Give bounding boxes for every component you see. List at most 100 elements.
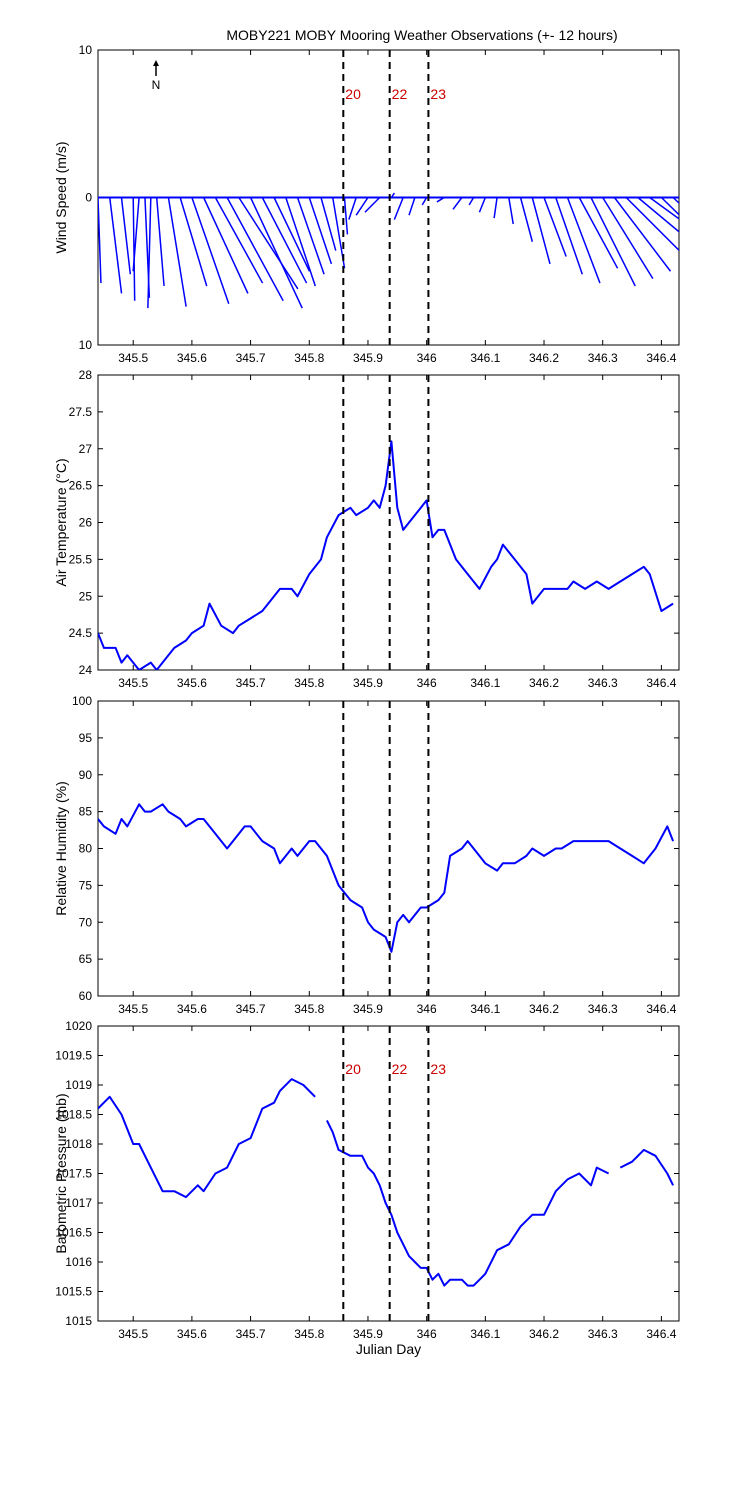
x-tick-label: 346.2 (529, 1327, 559, 1341)
figure-title: MOBY221 MOBY Mooring Weather Observation… (226, 27, 617, 43)
y-tick-label: 80 (79, 842, 93, 856)
wind-vector (249, 197, 303, 309)
y-tick-label: 25 (79, 589, 93, 603)
x-tick-label: 345.8 (294, 1327, 324, 1341)
wind-vector (147, 197, 152, 309)
x-tick-label: 346.2 (529, 351, 559, 365)
wind-vector (155, 197, 165, 287)
wind-vector (566, 197, 601, 284)
y-tick-label: 70 (79, 915, 93, 929)
wind-vector (578, 197, 619, 269)
y-tick-label: 1018.5 (55, 1108, 92, 1122)
plot-area (98, 440, 674, 670)
wind-vector (108, 197, 123, 294)
panel-1: 345.5 345.6 345.7 345.8 345.9 346 346.1 346.2 34… (53, 43, 680, 365)
y-tick-label: 60 (79, 989, 93, 1003)
panel-2: 345.5 345.6 345.7 345.8 345.9 346 346.1 346.2 34… (53, 368, 680, 690)
x-tick-label: 346.1 (470, 676, 500, 690)
y-tick-label: 75 (79, 878, 93, 892)
y-tick-label: 1017 (65, 1196, 92, 1210)
wind-vector (649, 196, 679, 220)
y-tick-label: 1019 (65, 1078, 92, 1092)
x-tick-label: 345.9 (353, 1002, 383, 1016)
x-tick-label: 345.7 (236, 1002, 266, 1016)
axes-frame (97, 1025, 680, 1322)
wind-vector (355, 197, 369, 216)
event-label: 22 (392, 1061, 408, 1077)
x-tick-label: 345.5 (118, 351, 148, 365)
wind-vector (296, 197, 325, 275)
x-tick-label: 346 (417, 1002, 437, 1016)
y-tick-label: 1015.5 (55, 1285, 92, 1299)
y-axis-label: Relative Humidity (%) (53, 781, 69, 916)
y-tick-label: 27.5 (69, 405, 93, 419)
y-tick-label: 1017.5 (55, 1167, 92, 1181)
x-tick-label: 346.4 (646, 351, 676, 365)
wind-vector (519, 197, 534, 242)
wind-vector (179, 197, 208, 287)
plot-area (98, 1078, 674, 1287)
x-tick-label: 345.7 (236, 676, 266, 690)
x-tick-label: 346.4 (646, 1002, 676, 1016)
north-arrow-icon (153, 60, 159, 66)
y-tick-label: 27 (79, 442, 93, 456)
axes-frame (97, 374, 680, 671)
x-tick-label: 345.8 (294, 351, 324, 365)
y-tick-label: 28 (79, 368, 93, 382)
wind-vector (421, 197, 428, 206)
y-tick-label: 1016 (65, 1255, 92, 1269)
wind-vector (672, 196, 679, 205)
event-label: 23 (430, 86, 446, 102)
wind-vector (508, 197, 514, 225)
x-tick-label: 345.8 (294, 1002, 324, 1016)
wind-vector (625, 196, 679, 252)
event-label: 22 (392, 86, 408, 102)
x-tick-label: 345.6 (177, 1327, 207, 1341)
x-tick-label: 345.7 (236, 1327, 266, 1341)
x-tick-label: 346.3 (588, 351, 618, 365)
series-line (98, 1078, 316, 1199)
series-line (98, 803, 675, 953)
y-tick-label: 1015 (65, 1314, 92, 1328)
x-tick-label: 345.9 (353, 676, 383, 690)
x-tick-label: 345.6 (177, 1002, 207, 1016)
wind-vector (273, 197, 311, 272)
wind-vector (393, 197, 404, 220)
wind-vector (120, 197, 132, 275)
y-tick-label: 1019.5 (55, 1049, 92, 1063)
x-tick-label: 345.6 (177, 676, 207, 690)
wind-vector (543, 197, 567, 257)
wind-vector (214, 197, 264, 284)
y-tick-label: 25.5 (69, 552, 93, 566)
wind-vector (167, 197, 187, 307)
x-tick-label: 345.9 (353, 1327, 383, 1341)
x-tick-label: 346 (417, 351, 437, 365)
wind-vector (493, 197, 498, 219)
event-label: 20 (345, 1061, 361, 1077)
x-tick-label: 346.2 (529, 1002, 559, 1016)
x-tick-label: 346.4 (646, 676, 676, 690)
y-axis-label: Air Temperature (°C) (53, 458, 69, 586)
y-tick-label: 26 (79, 516, 93, 530)
y-tick-label: 65 (79, 952, 93, 966)
wind-vector (555, 197, 584, 275)
event-label: 23 (430, 1061, 446, 1077)
x-tick-label: 346.1 (470, 1327, 500, 1341)
y-tick-label: 100 (72, 694, 92, 708)
wind-vector (452, 197, 463, 210)
x-tick-label: 346.2 (529, 676, 559, 690)
x-tick-label: 346 (417, 676, 437, 690)
x-tick-label: 345.5 (118, 1002, 148, 1016)
y-tick-label: 1020 (65, 1019, 92, 1033)
y-tick-label: 90 (79, 768, 93, 782)
x-tick-label: 346.1 (470, 1002, 500, 1016)
wind-vector (261, 197, 308, 284)
series-line (619, 1148, 674, 1186)
x-tick-label: 346.3 (588, 676, 618, 690)
y-tick-label: 1016.5 (55, 1226, 92, 1240)
wind-vector (613, 197, 672, 272)
wind-vector (436, 196, 445, 203)
x-tick-label: 346.3 (588, 1002, 618, 1016)
y-tick-label: 24 (79, 663, 93, 677)
